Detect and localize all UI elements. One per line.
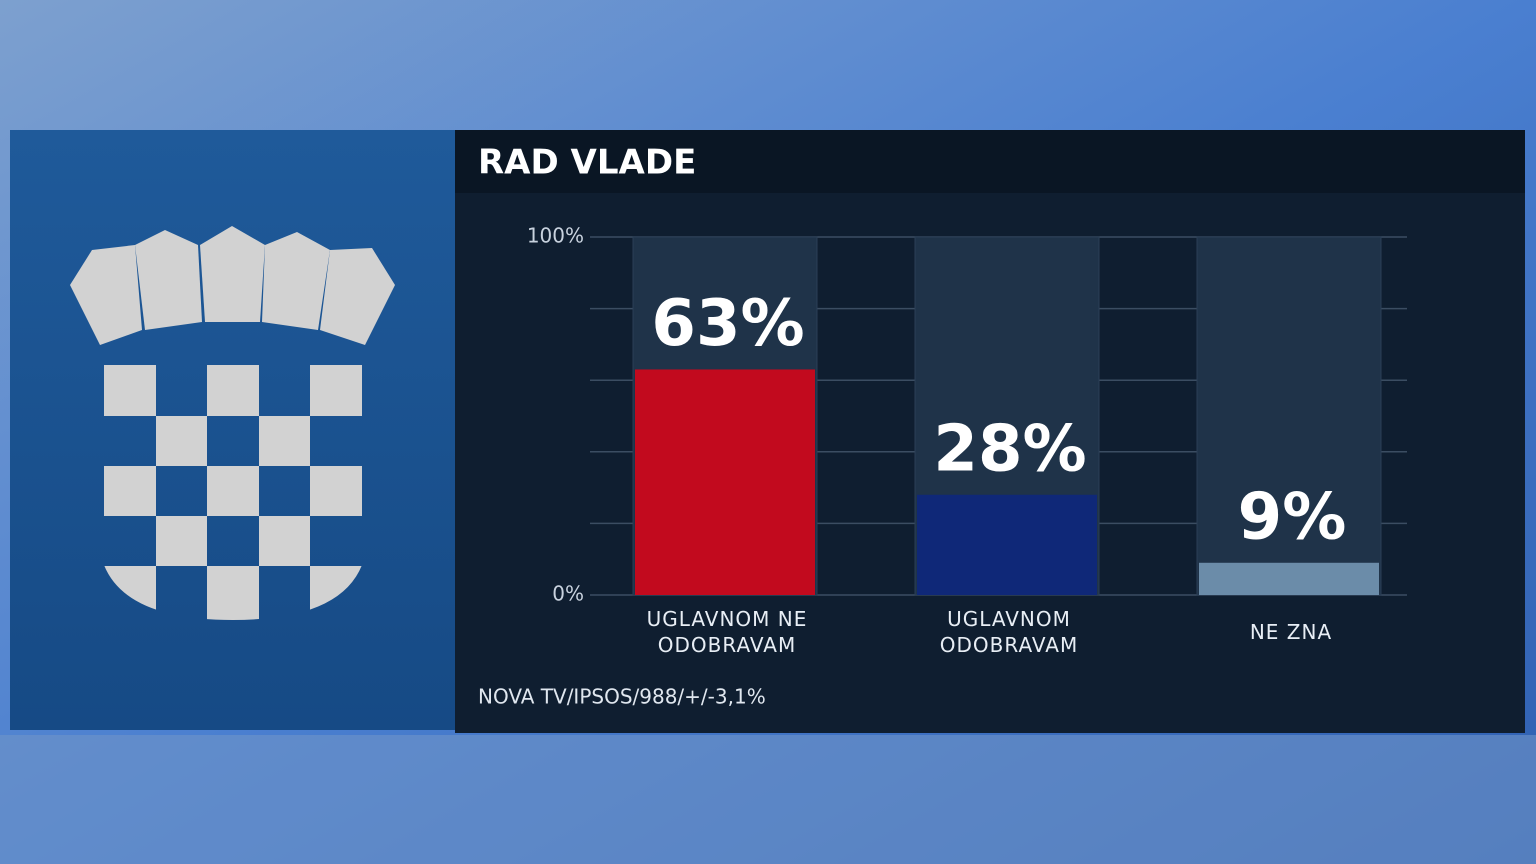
value-label: 63% [651,287,804,361]
value-label: 9% [1238,480,1347,554]
bar [917,494,1097,595]
x-tick-label: NE ZNA [1249,620,1333,644]
bar-track [1196,236,1382,596]
x-tick-label: UGLAVNOM ODOBRAVAM [939,607,1079,657]
emblem-panel [10,130,455,730]
coat-of-arms [70,226,395,620]
y-tick-label: 0% [552,582,584,606]
bar [635,369,815,595]
header-bar [455,130,1525,193]
y-tick-label: 100% [527,224,584,248]
x-tick-label: UGLAVNOM NE ODOBRAVAM [646,607,808,657]
source: NOVA TV/IPSOS/988/+/-3,1% [478,685,766,709]
bar [1199,562,1379,595]
floor [0,735,1536,864]
value-label: 28% [933,412,1086,486]
chart-title: RAD VLADE [478,143,696,183]
